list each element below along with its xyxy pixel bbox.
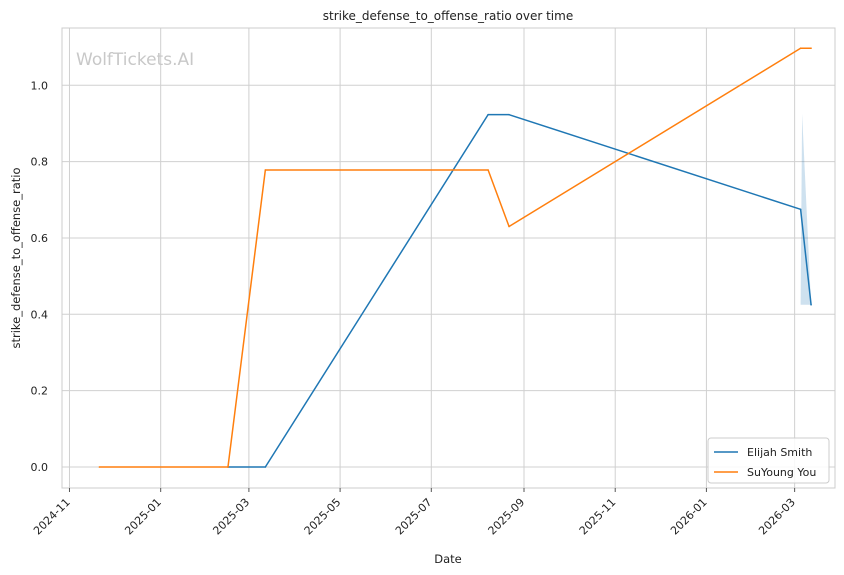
x-axis-label: Date — [434, 552, 462, 566]
series-line-elijah-smith — [227, 113, 812, 468]
data-point-suyoung-you — [810, 47, 812, 50]
data-point-suyoung-you — [264, 169, 267, 171]
y-tick-label: 0.4 — [31, 308, 49, 321]
y-axis-ticks: 0.0 0.2 0.4 0.6 0.8 1.0 — [31, 79, 49, 474]
data-point-elijah-smith — [264, 466, 267, 468]
y-tick-label: 0.6 — [31, 232, 49, 245]
data-point-elijah-smith — [799, 208, 802, 211]
y-tick-label: 0.8 — [31, 156, 49, 169]
y-tick-label: 0.0 — [31, 461, 49, 474]
data-point-suyoung-you — [227, 466, 229, 468]
confidence-band-elijah-smith — [800, 113, 812, 305]
watermark-text: WolfTickets.AI — [76, 50, 194, 70]
data-point-suyoung-you — [487, 169, 489, 171]
legend-label-elijah-smith: Elijah Smith — [747, 446, 812, 459]
chart-title: strike_defense_to_offense_ratio over tim… — [323, 9, 573, 23]
y-tick-label: 1.0 — [31, 79, 49, 92]
series-lines — [98, 47, 812, 468]
data-point-elijah-smith — [810, 303, 812, 306]
data-point-elijah-smith — [508, 113, 510, 116]
data-point-suyoung-you — [98, 466, 101, 468]
legend-box — [707, 437, 830, 484]
data-point-elijah-smith — [487, 113, 489, 116]
plot-frame — [61, 27, 836, 489]
y-tick-label: 0.2 — [31, 385, 49, 398]
data-point-suyoung-you — [508, 225, 510, 228]
confidence-bands — [800, 113, 812, 305]
data-point-suyoung-you — [799, 47, 802, 50]
y-axis-label: strike_defense_to_offense_ratio — [9, 167, 23, 348]
legend: Elijah Smith SuYoung You — [707, 437, 830, 484]
grid — [62, 28, 835, 488]
legend-label-suyoung-you: SuYoung You — [747, 466, 816, 479]
